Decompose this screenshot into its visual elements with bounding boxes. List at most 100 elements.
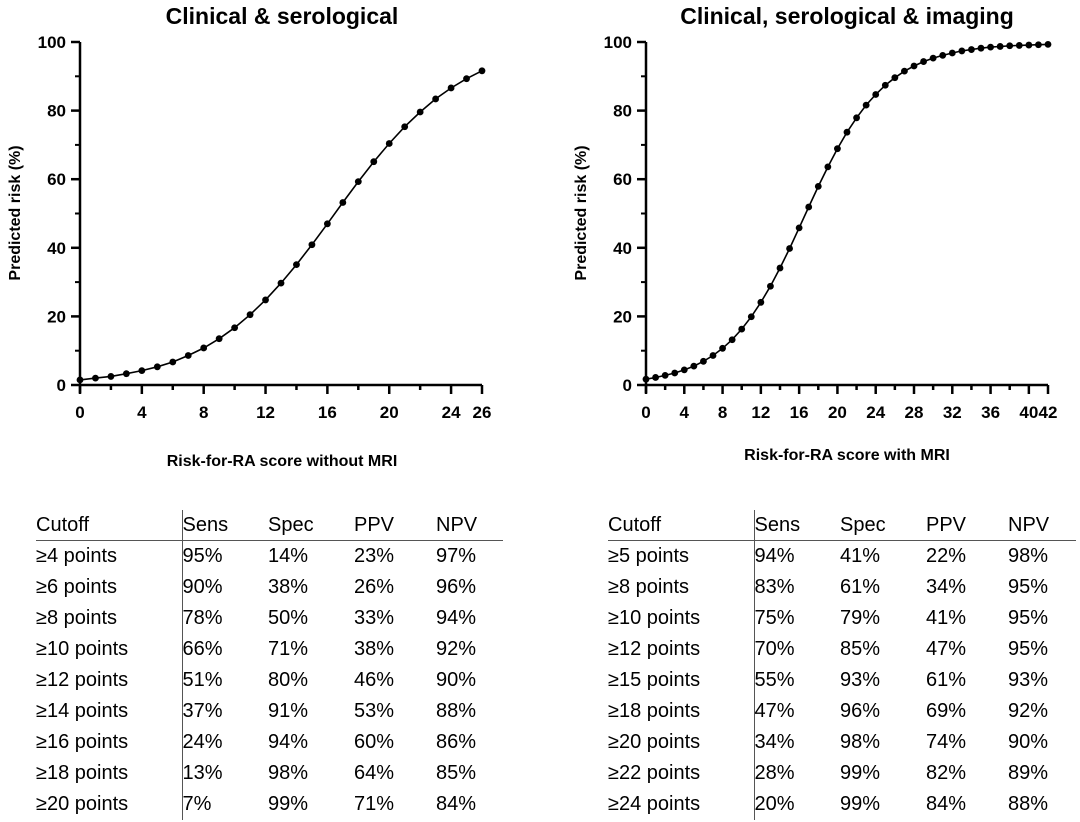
metric-cell: 94% — [754, 545, 795, 567]
cutoff-cell: ≥8 points — [608, 572, 755, 603]
metric-cell: 51% — [182, 669, 223, 691]
x-tick-label: 20 — [380, 403, 399, 422]
metric-cell: 33% — [354, 607, 395, 629]
data-point — [1015, 42, 1023, 49]
cutoff-cell: ≥24 points — [608, 789, 755, 820]
data-point — [200, 344, 208, 352]
x-tick-label: 4 — [680, 403, 690, 422]
cutoff-cell: ≥18 points — [608, 696, 755, 727]
data-point — [385, 140, 393, 147]
metric-cell: 24% — [182, 731, 223, 753]
data-point — [1006, 42, 1014, 50]
data-point — [447, 84, 455, 92]
metric-cell: 82% — [926, 762, 967, 784]
cutoff-cell: ≥20 points — [608, 727, 755, 758]
metric-cell: 14% — [268, 545, 309, 567]
y-tick-label: 20 — [613, 307, 632, 326]
metric-cell: 60% — [354, 731, 395, 753]
metric-cell: 79% — [840, 607, 881, 629]
metric-cell: 37% — [182, 700, 223, 722]
data-point — [881, 81, 889, 89]
table-row: ≥22 points 28% 99% 82% 89% — [608, 758, 1076, 789]
cutoff-cell: ≥18 points — [36, 758, 183, 789]
data-point — [738, 325, 746, 333]
metric-cell: 99% — [840, 762, 881, 784]
metric-cell: 95% — [1008, 638, 1049, 660]
metric-cell: 26% — [354, 576, 395, 598]
metric-cell: 13% — [182, 762, 223, 784]
metric-cell: 94% — [268, 731, 309, 753]
column-header: Cutoff — [36, 510, 183, 541]
data-point — [747, 313, 755, 321]
table-header-row: Cutoff Sens Spec PPV NPV — [608, 510, 1076, 541]
metric-cell: 22% — [926, 545, 967, 567]
cutoff-cell: ≥10 points — [36, 634, 183, 665]
y-tick-label: 80 — [47, 102, 66, 121]
metric-cell: 90% — [182, 576, 223, 598]
x-tick-label: 26 — [473, 403, 492, 422]
table-row: ≥12 points 70% 85% 47% 95% — [608, 634, 1076, 665]
metric-cell: 93% — [840, 669, 881, 691]
risk-curve-line — [79, 70, 483, 381]
data-point — [323, 220, 331, 228]
y-tick-label: 0 — [623, 376, 632, 395]
x-tick-label: 0 — [641, 403, 650, 422]
metric-cell: 91% — [268, 700, 309, 722]
data-point — [757, 298, 765, 306]
metric-cell: 71% — [354, 793, 395, 815]
data-point — [354, 178, 362, 186]
data-point — [805, 203, 813, 211]
x-tick-label: 12 — [256, 403, 275, 422]
metric-cell: 98% — [268, 762, 309, 784]
data-point — [968, 46, 975, 53]
metric-cell: 84% — [926, 793, 967, 815]
metric-cell: 96% — [840, 700, 881, 722]
metric-cell: 89% — [1008, 762, 1049, 784]
data-point — [843, 128, 851, 136]
data-point — [1035, 41, 1042, 49]
table-row: ≥6 points 90% 38% 26% 96% — [36, 572, 503, 603]
metric-cell: 47% — [754, 700, 795, 722]
metric-cell: 34% — [754, 731, 795, 753]
metric-cell: 46% — [354, 669, 395, 691]
data-point — [987, 43, 994, 51]
metric-cell: 7% — [182, 793, 212, 815]
chart1-xlabel: Risk-for-RA score without MRI — [167, 453, 398, 470]
data-point — [277, 279, 285, 287]
cutoff-cell: ≥4 points — [36, 540, 183, 572]
data-point — [1025, 41, 1033, 49]
cutoff-cell: ≥5 points — [608, 540, 755, 572]
metric-cell: 34% — [926, 576, 967, 598]
column-header: PPV — [926, 510, 1008, 541]
chart2-xlabel: Risk-for-RA score with MRI — [744, 447, 950, 464]
data-point — [872, 91, 880, 98]
column-header: Sens — [182, 510, 268, 541]
table-row: ≥8 points 78% 50% 33% 94% — [36, 603, 503, 634]
x-tick-label: 16 — [790, 403, 809, 422]
chart2-ylabel: Predicted risk (%) — [573, 145, 590, 280]
data-point — [700, 357, 707, 365]
data-point — [891, 74, 899, 82]
metric-cell: 97% — [436, 545, 477, 567]
chart1-title: Clinical & serological — [166, 3, 399, 29]
data-point — [138, 367, 146, 374]
metric-cell: 94% — [436, 607, 477, 629]
metric-cell: 80% — [268, 669, 309, 691]
table-header-row: Cutoff Sens Spec PPV NPV — [36, 510, 503, 541]
metric-cell: 71% — [268, 638, 309, 660]
metric-cell: 95% — [1008, 607, 1049, 629]
y-tick-label: 100 — [38, 33, 66, 52]
x-tick-label: 20 — [828, 403, 847, 422]
data-point — [728, 336, 736, 344]
metric-cell: 86% — [436, 731, 477, 753]
data-point — [184, 352, 192, 359]
data-point — [834, 145, 841, 153]
data-point — [996, 43, 1004, 50]
column-header: Cutoff — [608, 510, 755, 541]
metric-cell: 92% — [1008, 700, 1049, 722]
data-point — [910, 62, 918, 70]
data-point — [463, 75, 470, 83]
y-tick-label: 100 — [604, 33, 632, 52]
